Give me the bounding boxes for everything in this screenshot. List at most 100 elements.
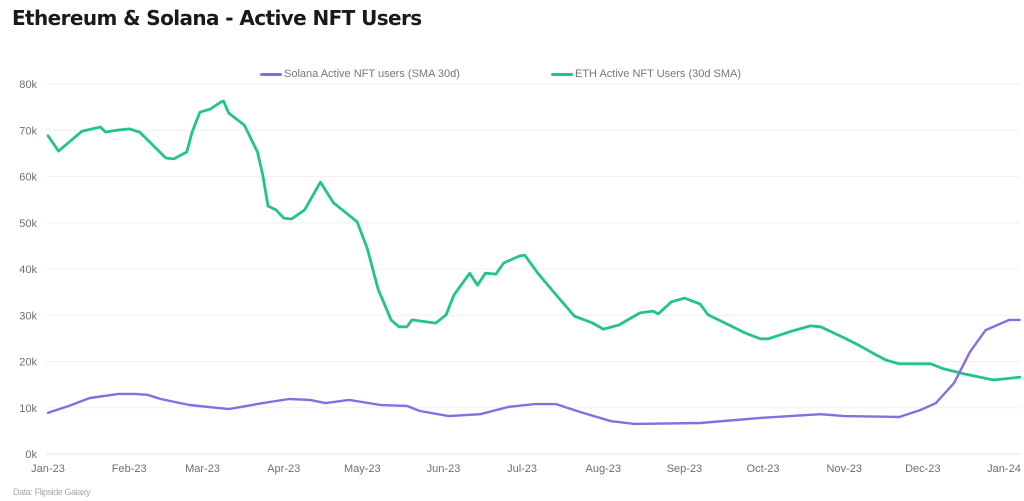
series-lines bbox=[46, 99, 1022, 426]
x-tick-label: Jun-23 bbox=[427, 463, 461, 475]
data-point bbox=[534, 403, 536, 405]
data-point bbox=[133, 393, 136, 395]
data-point bbox=[592, 322, 594, 324]
data-point bbox=[220, 101, 222, 103]
y-tick-label: 60k bbox=[19, 172, 37, 184]
data-point bbox=[188, 404, 191, 406]
data-point bbox=[508, 406, 510, 408]
data-point bbox=[47, 135, 49, 137]
legend-item-eth[interactable]: ETH Active NFT Users (30d SMA) bbox=[551, 68, 741, 80]
data-point bbox=[105, 131, 107, 133]
data-point bbox=[398, 326, 400, 328]
data-point bbox=[964, 373, 966, 375]
data-point bbox=[445, 314, 447, 316]
data-point bbox=[992, 379, 995, 381]
data-point bbox=[935, 402, 937, 404]
data-point bbox=[319, 181, 321, 183]
y-tick-label: 80k bbox=[19, 79, 37, 91]
data-point bbox=[495, 273, 497, 275]
data-point bbox=[555, 294, 557, 296]
data-point bbox=[332, 202, 335, 204]
data-point bbox=[943, 368, 945, 370]
series-solana bbox=[46, 318, 1021, 426]
x-tick-label: Nov-23 bbox=[826, 463, 861, 475]
data-point bbox=[469, 272, 471, 274]
data-point bbox=[448, 415, 450, 417]
data-point bbox=[484, 272, 487, 274]
data-point bbox=[165, 157, 167, 159]
data-point bbox=[199, 111, 201, 113]
data-point bbox=[759, 338, 762, 340]
data-point bbox=[411, 319, 413, 321]
data-point bbox=[228, 112, 230, 114]
x-tick-label: May-23 bbox=[344, 463, 381, 475]
data-point bbox=[243, 124, 246, 126]
data-point bbox=[602, 328, 604, 330]
data-point bbox=[953, 382, 955, 384]
data-point bbox=[191, 131, 193, 133]
data-point bbox=[479, 413, 481, 415]
x-tick-label: Sep-23 bbox=[667, 463, 702, 475]
data-point bbox=[1008, 319, 1010, 321]
data-point bbox=[160, 398, 162, 400]
data-point bbox=[152, 144, 154, 146]
x-tick-label: Aug-23 bbox=[586, 463, 621, 475]
data-point bbox=[348, 399, 350, 401]
legend-item-solana[interactable]: Solana Active NFT users (SMA 30d) bbox=[260, 68, 460, 80]
y-axis-ticks: 0k 10k 20k 30k 40k 50k 60k 70k 80k bbox=[19, 79, 37, 461]
data-point bbox=[173, 158, 175, 160]
data-point bbox=[985, 329, 987, 331]
data-point bbox=[537, 272, 539, 274]
data-point bbox=[89, 397, 91, 399]
data-point bbox=[634, 423, 636, 425]
data-point bbox=[343, 210, 345, 212]
x-tick-label: Dec-23 bbox=[905, 463, 940, 475]
data-point bbox=[390, 319, 392, 321]
chart-title: Ethereum & Solana - Active NFT Users bbox=[12, 6, 422, 30]
data-point bbox=[115, 129, 117, 131]
data-point bbox=[419, 410, 421, 412]
data-point bbox=[309, 399, 311, 401]
x-tick-label: Oct-23 bbox=[747, 463, 780, 475]
data-point bbox=[380, 404, 382, 406]
data-point bbox=[767, 338, 769, 340]
data-point bbox=[728, 324, 730, 326]
data-point bbox=[898, 363, 900, 365]
data-point bbox=[503, 262, 505, 264]
data-point bbox=[435, 322, 437, 324]
data-point bbox=[366, 248, 369, 250]
data-point bbox=[930, 363, 932, 365]
data-point bbox=[885, 359, 887, 361]
y-tick-label: 70k bbox=[19, 125, 37, 137]
data-point bbox=[652, 310, 654, 312]
data-point bbox=[610, 420, 612, 422]
data-point bbox=[670, 301, 672, 303]
data-point bbox=[146, 394, 149, 396]
data-point bbox=[228, 408, 230, 410]
data-point bbox=[809, 325, 811, 327]
data-point bbox=[275, 209, 277, 211]
data-point bbox=[657, 313, 659, 315]
data-point bbox=[222, 100, 225, 102]
data-point bbox=[262, 402, 264, 404]
data-point bbox=[898, 416, 900, 418]
x-tick-label: Feb-23 bbox=[112, 463, 147, 475]
data-point bbox=[186, 151, 188, 153]
data-point bbox=[283, 217, 285, 219]
data-point bbox=[209, 108, 211, 110]
legend-label-eth: ETH Active NFT Users (30d SMA) bbox=[575, 68, 742, 80]
data-point bbox=[256, 151, 259, 153]
data-point bbox=[573, 315, 576, 317]
x-tick-label: Apr-23 bbox=[267, 463, 300, 475]
data-point bbox=[377, 288, 379, 290]
data-point bbox=[406, 405, 408, 407]
series-eth bbox=[46, 99, 1022, 382]
y-tick-label: 0k bbox=[25, 449, 37, 461]
data-source: Data: Flipside Galaxy bbox=[13, 487, 91, 497]
data-point bbox=[290, 218, 293, 220]
data-point bbox=[81, 130, 83, 132]
data-point bbox=[859, 345, 861, 347]
y-tick-label: 30k bbox=[19, 310, 37, 322]
x-axis-ticks: Jan-23 Feb-23 Mar-23 Apr-23 May-23 Jun-23 Jul-… bbox=[31, 463, 1021, 475]
